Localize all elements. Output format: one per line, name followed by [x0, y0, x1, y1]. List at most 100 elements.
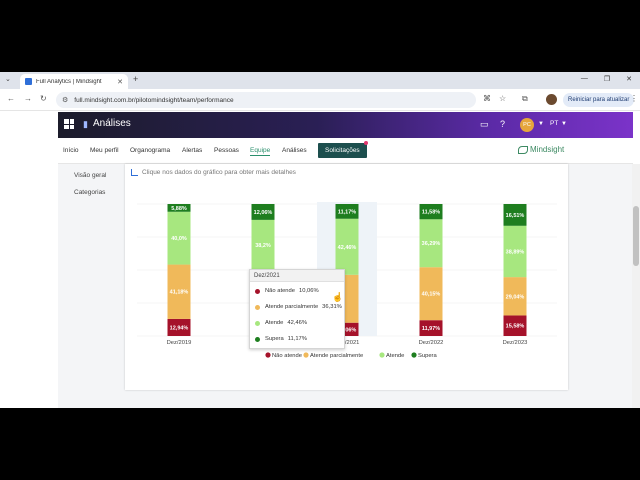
x-tick-label: Dez/2021 — [335, 340, 360, 346]
site-info-icon[interactable]: ⚙ — [62, 97, 69, 104]
data-label: 11,17% — [338, 209, 356, 215]
bar-segment[interactable] — [503, 225, 527, 278]
page-scrollbar[interactable] — [632, 164, 640, 408]
tooltip-row: Atende parcialmente 36,31% — [255, 304, 342, 310]
content-area: Visão geral Categorias Clique nos dados … — [58, 164, 633, 408]
notification-dot — [364, 141, 368, 145]
legend-dot — [265, 352, 271, 358]
data-label: 29,04% — [506, 294, 525, 300]
bar-segment[interactable] — [251, 204, 275, 220]
bar-segment[interactable] — [503, 277, 527, 316]
folder-icon[interactable]: ▭ — [480, 119, 489, 129]
bar-segment[interactable] — [503, 204, 527, 226]
hint-text: Clique nos dados do gráfico para obter m… — [142, 169, 296, 176]
bar-segment[interactable] — [419, 267, 443, 321]
nav-item-equipe[interactable]: Equipe — [250, 147, 271, 156]
bar-segment[interactable] — [503, 315, 527, 336]
chart-tooltip: Dez/2021 Não atende 10,06% Atende parcia… — [249, 269, 345, 349]
nav-item-meu-perfil[interactable]: Meu perfil — [90, 147, 119, 154]
tab-title: Full Analytics | Mindsight — [36, 78, 102, 85]
address-bar[interactable]: ⚙ full.mindsight.com.br/pilotomindsight/… — [56, 92, 476, 108]
bookmark-star-icon[interactable]: ☆ — [499, 94, 507, 103]
legend-dot — [255, 288, 260, 294]
favicon-icon — [25, 78, 32, 85]
reload-icon[interactable]: ↻ — [40, 94, 47, 103]
data-label: 12,94% — [170, 325, 189, 331]
user-avatar[interactable]: PC — [520, 118, 534, 132]
close-window-icon[interactable]: ✕ — [626, 76, 632, 83]
browser-tab[interactable]: Full Analytics | Mindsight ✕ — [20, 74, 128, 89]
data-label: 40,15% — [422, 292, 441, 298]
mindsight-leaf-icon — [518, 145, 528, 154]
logo-text: Mindsight — [530, 145, 565, 154]
legend-dot — [303, 352, 309, 358]
x-tick-label: Dez/2023 — [503, 340, 528, 346]
forward-icon[interactable]: → — [24, 94, 32, 103]
tooltip-label: Atende parcialmente — [265, 304, 319, 310]
nav-item-alertas[interactable]: Alertas — [182, 147, 203, 154]
data-label: 16,51% — [506, 213, 525, 219]
help-icon[interactable]: ? — [500, 119, 506, 129]
bar-chart-icon — [131, 169, 138, 176]
tab-search-icon[interactable]: ⌄ — [5, 76, 11, 83]
restart-update-button[interactable]: Reiniciar para atualizar — [563, 93, 635, 107]
chart-hint: Clique nos dados do gráfico para obter m… — [131, 169, 296, 176]
close-tab-icon[interactable]: ✕ — [117, 78, 123, 86]
x-tick-label: Dez/2022 — [419, 340, 444, 346]
scrollbar-thumb[interactable] — [633, 206, 639, 266]
minimize-icon[interactable]: — — [580, 75, 588, 82]
tooltip-row: Supera 11,17% — [255, 336, 307, 342]
language-select[interactable]: PT — [550, 120, 559, 127]
tooltip-value: 11,17% — [287, 336, 307, 342]
legend-dot — [379, 352, 385, 358]
avatar-chevron-down-icon[interactable]: ▼ — [538, 121, 544, 127]
tooltip-title: Dez/2021 — [250, 270, 344, 282]
browser-window: ⌄ Full Analytics | Mindsight ✕ + — ❐ ✕ ←… — [0, 72, 640, 408]
bar-segment[interactable] — [167, 211, 191, 265]
data-label: 41,18% — [170, 290, 189, 296]
nav-item-inicio[interactable]: Início — [63, 147, 79, 154]
bar-segment[interactable] — [335, 204, 359, 219]
translate-icon[interactable]: ⌘ — [483, 94, 491, 103]
data-label: 5,88% — [171, 206, 187, 212]
app-grid-icon[interactable] — [64, 119, 74, 129]
bar-segment[interactable] — [167, 264, 191, 319]
bar-segment[interactable] — [251, 219, 275, 271]
tooltip-label: Supera — [265, 336, 284, 342]
maximize-icon[interactable]: ❐ — [603, 76, 611, 83]
bar-segment[interactable] — [167, 204, 191, 212]
bar-segment[interactable] — [419, 320, 443, 336]
bar-segment[interactable] — [335, 218, 359, 275]
nav-item-pessoas[interactable]: Pessoas — [214, 147, 239, 154]
analytics-logo-icon: ▮ — [83, 119, 88, 129]
legend-label: Atende — [386, 353, 404, 359]
legend-label: Atende parcialmente — [310, 353, 363, 359]
stacked-bar-chart[interactable]: 12,94% 41,18% 40,0% 5,88% Dez/2019 38,2% 12,06… — [125, 164, 568, 390]
new-tab-icon[interactable]: + — [133, 74, 139, 84]
data-label: 11,97% — [422, 326, 440, 332]
bar-segment[interactable] — [167, 318, 191, 336]
legend-dot — [255, 304, 260, 310]
extensions-icon[interactable]: ⧉ — [522, 94, 528, 103]
menu-icon[interactable]: ⋮ — [630, 94, 638, 103]
requests-button[interactable]: Solicitações — [318, 143, 367, 158]
language-chevron-down-icon[interactable]: ▼ — [561, 121, 567, 127]
sidebar-item-visao-geral[interactable]: Visão geral — [74, 172, 107, 179]
legend-dot — [411, 352, 417, 358]
app-header: ▮ Análises ▭ ? PC ▼ PT ▼ — [58, 112, 633, 138]
data-label: 36,29% — [422, 241, 441, 247]
nav-item-analises[interactable]: Análises — [282, 147, 307, 154]
bar-segment[interactable] — [419, 204, 443, 220]
back-icon[interactable]: ← — [7, 94, 15, 103]
profile-avatar[interactable] — [546, 94, 557, 105]
url-text: full.mindsight.com.br/pilotomindsight/te… — [74, 96, 234, 104]
bar-segment[interactable] — [419, 219, 443, 268]
sidebar-item-categorias[interactable]: Categorias — [74, 189, 106, 196]
tooltip-row: Atende 42,46% — [255, 320, 307, 326]
tooltip-label: Não atende — [265, 288, 295, 294]
data-label: 40,0% — [171, 236, 187, 242]
window-controls: — ❐ ✕ — [581, 75, 632, 83]
data-label: 11,58% — [422, 210, 440, 216]
legend-label: Supera — [418, 353, 437, 359]
nav-item-organograma[interactable]: Organograma — [130, 147, 171, 154]
